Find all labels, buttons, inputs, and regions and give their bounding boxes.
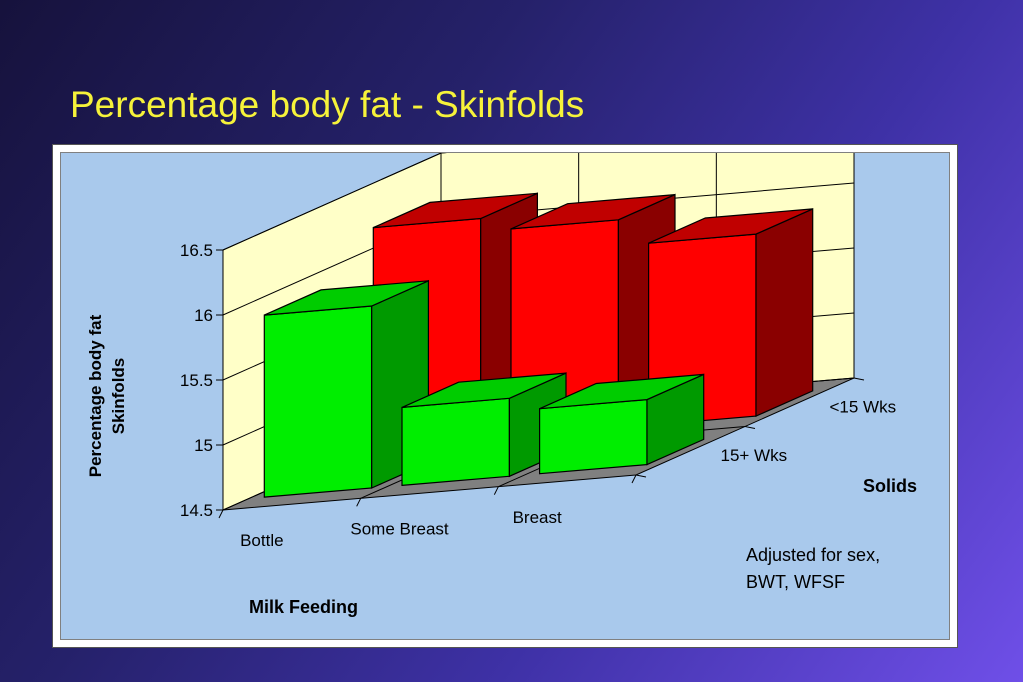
y-tick-label: 14.5 xyxy=(180,501,213,520)
x-category-label: Some Breast xyxy=(350,520,449,539)
solids-axis-label: Solids xyxy=(863,476,917,496)
slide-title: Percentage body fat - Skinfolds xyxy=(70,84,585,125)
x-axis-label: Milk Feeding xyxy=(249,597,358,617)
bar-top-face xyxy=(373,192,538,229)
depth-tick xyxy=(635,474,647,478)
x-tick xyxy=(218,509,224,519)
y-tick-label: 15 xyxy=(194,436,213,455)
depth-tick xyxy=(853,377,865,381)
depth-series-label: <15 Wks xyxy=(830,397,897,416)
x-tick xyxy=(631,474,637,484)
x-category-label: Breast xyxy=(513,508,562,527)
x-tick xyxy=(493,486,499,495)
chart-axes: 16.5 16 15.5 15 14.5 Bottle Some Breast Breast <… xyxy=(180,241,896,550)
bar-side-face xyxy=(755,207,814,418)
gridline xyxy=(222,153,447,251)
x-tick xyxy=(356,498,362,507)
bar xyxy=(539,373,705,475)
bar-front-face xyxy=(263,305,373,498)
bar-front-face xyxy=(539,398,648,475)
chart-bars xyxy=(263,192,814,498)
y-axis-label-line2: Skinfolds xyxy=(109,358,128,435)
x-category-label: Bottle xyxy=(240,531,283,550)
y-axis-label-line1: Percentage body fat xyxy=(86,314,105,477)
bar-chart-3d: 16.5 16 15.5 15 14.5 Bottle Some Breast Breast <… xyxy=(86,153,917,617)
bar xyxy=(647,207,814,426)
y-tick-label: 16 xyxy=(194,306,213,325)
depth-tick xyxy=(744,426,756,429)
bar-top-face xyxy=(648,208,813,244)
bar-front-face xyxy=(401,397,510,487)
chart-area: 16.5 16 15.5 15 14.5 Bottle Some Breast Breast <… xyxy=(60,152,950,640)
y-tick-label: 15.5 xyxy=(180,371,213,390)
chart-frame: 16.5 16 15.5 15 14.5 Bottle Some Breast Breast <… xyxy=(52,144,958,648)
bar-top-face xyxy=(401,372,567,408)
bar-top-face xyxy=(539,373,704,410)
depth-series-label: 15+ Wks xyxy=(721,446,788,465)
y-tick-label: 16.5 xyxy=(180,241,213,260)
adjustment-note-line2: BWT, WFSF xyxy=(746,572,845,592)
adjustment-note-line1: Adjusted for sex, xyxy=(746,545,880,565)
bar-top-face xyxy=(510,194,676,230)
bar-top-face xyxy=(264,280,429,316)
